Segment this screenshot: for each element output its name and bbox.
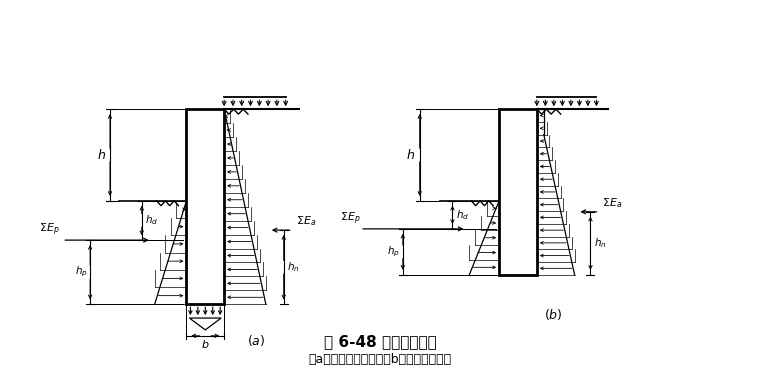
Text: $h$: $h$ (97, 148, 106, 162)
Text: $\Sigma E_a$: $\Sigma E_a$ (296, 214, 316, 228)
Text: $\Sigma E_p$: $\Sigma E_p$ (340, 211, 361, 227)
Text: 图 6-48 水泥土围护墙: 图 6-48 水泥土围护墙 (324, 334, 436, 349)
Text: $h_d$: $h_d$ (456, 208, 469, 222)
Text: $h_n$: $h_n$ (287, 260, 300, 274)
Text: $(a)$: $(a)$ (247, 333, 265, 348)
Text: $\Sigma E_a$: $\Sigma E_a$ (603, 196, 622, 210)
Text: $h_d$: $h_d$ (145, 214, 158, 227)
Text: $h_p$: $h_p$ (74, 265, 87, 279)
Bar (186, 109, 224, 304)
Text: $h$: $h$ (407, 148, 415, 162)
Bar (499, 109, 537, 275)
Text: $(b)$: $(b)$ (544, 306, 563, 321)
Text: $h_p$: $h_p$ (388, 245, 401, 259)
Text: $\Sigma E_p$: $\Sigma E_p$ (39, 222, 59, 238)
Text: $h_n$: $h_n$ (594, 237, 606, 250)
Text: （a）砂土及碎石土；（b）粘性土及粉土: （a）砂土及碎石土；（b）粘性土及粉土 (309, 353, 451, 366)
Text: $b$: $b$ (201, 338, 210, 350)
